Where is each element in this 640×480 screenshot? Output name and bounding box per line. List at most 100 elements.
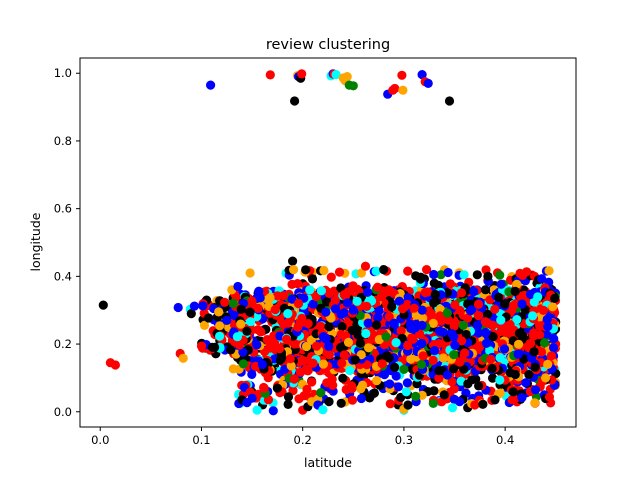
scatter-point: [536, 321, 546, 331]
scatter-point: [546, 351, 557, 361]
scatter-point: [417, 338, 427, 349]
scatter-point: [363, 318, 373, 328]
scatter-point: [238, 347, 248, 357]
scatter-point: [481, 328, 491, 338]
scatter-point: [259, 383, 269, 393]
scatter-point: [450, 340, 460, 350]
scatter-point: [448, 364, 459, 374]
scatter-point: [467, 305, 477, 315]
scatter-point: [207, 342, 217, 352]
scatter-point: [415, 274, 426, 284]
scatter-point: [222, 315, 232, 325]
scatter-point: [533, 292, 543, 302]
scatter-point: [544, 392, 555, 402]
scatter-point: [495, 353, 505, 363]
scatter-point: [500, 299, 510, 309]
scatter-point: [430, 346, 440, 356]
scatter-point: [245, 307, 255, 317]
scatter-point: [206, 80, 216, 90]
scatter-point: [98, 300, 108, 310]
scatter-point: [281, 334, 292, 344]
scatter-point: [322, 297, 332, 307]
scatter-point: [437, 397, 447, 407]
scatter-point: [385, 399, 395, 409]
scatter-point: [428, 318, 438, 328]
scatter-point: [542, 329, 552, 339]
scatter-point: [301, 265, 311, 275]
scatter-point: [430, 289, 440, 300]
x-axis-ticks: 0.0 0.1 0.2 0.3 0.4: [91, 427, 514, 447]
scatter-point: [289, 374, 299, 384]
scatter-point: [548, 302, 558, 312]
scatter-point: [256, 327, 266, 337]
scatter-point: [377, 359, 387, 369]
scatter-point: [238, 359, 248, 369]
scatter-point: [517, 393, 527, 403]
scatter-point: [438, 327, 448, 337]
scatter-point: [331, 70, 341, 80]
scatter-point: [442, 308, 452, 318]
scatter-point: [348, 281, 358, 291]
scatter-point: [495, 270, 505, 280]
scatter-point: [326, 272, 336, 282]
scatter-point: [399, 364, 409, 374]
scatter-point: [374, 306, 384, 316]
scatter-point: [350, 355, 360, 365]
scatter-point: [447, 403, 458, 413]
scatter-point: [299, 391, 309, 401]
scatter-point: [290, 96, 300, 106]
scatter-point: [463, 313, 473, 323]
scatter-point: [403, 340, 413, 351]
scatter-point: [470, 400, 480, 410]
scatter-point: [393, 382, 403, 392]
scatter-point: [514, 328, 525, 338]
y-axis-label: longitude: [28, 212, 43, 271]
scatter-point: [198, 301, 208, 311]
scatter-point: [369, 388, 379, 398]
scatter-point: [417, 70, 427, 80]
scatter-point: [486, 354, 496, 364]
scatter-point: [360, 261, 371, 271]
scatter-point: [417, 305, 427, 315]
scatter-point: [303, 319, 313, 329]
scatter-point: [215, 321, 225, 331]
scatter-point: [513, 349, 523, 359]
scatter-point: [233, 281, 243, 292]
scatter-point: [455, 357, 465, 367]
scatter-point: [434, 373, 444, 383]
scatter-point: [257, 359, 267, 370]
scatter-point: [288, 256, 298, 266]
scatter-point: [232, 332, 242, 342]
scatter-point: [247, 296, 257, 306]
scatter-point: [478, 399, 488, 409]
scatter-point: [508, 387, 518, 397]
scatter-point: [371, 266, 381, 276]
scatter-point: [228, 298, 238, 308]
scatter-point: [525, 289, 536, 299]
scatter-point: [321, 307, 331, 317]
scatter-point: [418, 313, 428, 323]
scatter-point: [234, 340, 245, 350]
scatter-point: [391, 338, 401, 348]
scatter-point: [287, 294, 297, 304]
scatter-point: [494, 292, 504, 302]
scatter-point: [474, 381, 484, 391]
scatter-point: [438, 353, 448, 363]
scatter-point: [245, 317, 256, 327]
scatter-point: [397, 70, 407, 80]
scatter-point: [272, 383, 282, 393]
scatter-point: [435, 304, 445, 314]
scatter-point: [522, 267, 532, 277]
scatter-point: [412, 379, 422, 389]
scatter-point: [353, 330, 363, 340]
scatter-point: [512, 279, 522, 289]
scatter-point: [463, 379, 473, 389]
scatter-point: [245, 268, 255, 278]
scatter-point: [297, 69, 307, 79]
scatter-point: [110, 360, 120, 370]
scatter-point: [196, 341, 207, 351]
scatter-point: [318, 359, 328, 369]
scatter-point: [173, 302, 183, 313]
scatter-point: [318, 405, 328, 415]
scatter-point: [387, 302, 397, 312]
